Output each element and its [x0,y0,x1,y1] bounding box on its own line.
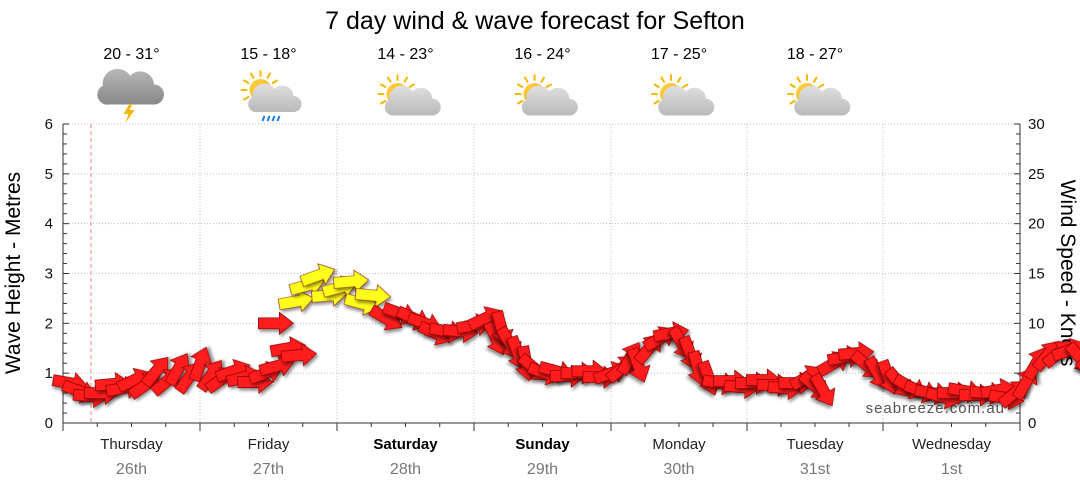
rain-drop [271,115,276,122]
wind-arrow [809,372,836,407]
day-date-label: 27th [253,461,284,478]
left-axis-title: Wave Height - Metres [2,172,25,374]
left-tick-label: 2 [45,315,53,332]
day-name-label: Sunday [515,436,570,453]
wind-arrow [1064,341,1080,373]
right-tick-label: 0 [1028,415,1036,432]
cloud-shape [384,85,441,116]
left-tick-label: 1 [45,365,53,382]
cloud-shape [97,68,164,105]
partly-cloudy-icon [787,74,851,116]
day-date-label: 26th [116,461,147,478]
storm-cloud-icon [97,68,164,123]
left-tick-label: 6 [45,116,53,133]
right-tick-label: 15 [1028,266,1045,283]
wind-arrow [277,289,315,313]
wind-arrow [280,343,318,367]
day-temperature-range: 15 - 18° [240,46,296,63]
left-tick-label: 0 [45,415,53,432]
right-tick-label: 10 [1028,315,1045,332]
wind-arrow [1074,356,1080,387]
cloud-shape [658,85,715,116]
day-temperature-range: 18 - 27° [787,46,843,63]
left-tick-label: 3 [45,266,53,283]
rain-drop [266,115,271,122]
day-temperature-range: 17 - 25° [651,46,707,63]
chart-title: 7 day wind & wave forecast for Sefton [325,7,745,35]
day-date-label: 1st [941,461,963,478]
weather-forecast-row: 20 - 31° 15 - 18° 14 - 23° 16 - 24° 17 - 25°… [97,46,851,123]
wind-arrow [140,356,169,389]
partly-cloudy-icon [377,74,441,116]
day-name-label: Thursday [100,436,163,453]
day-date-label: 29th [527,461,558,478]
cloud-shape [794,85,851,116]
day-name-label: Wednesday [912,436,991,453]
wind-arrow [188,346,213,383]
day-temperature-range: 16 - 24° [514,46,570,63]
day-name-label: Friday [248,436,290,453]
day-temperature-range: 20 - 31° [103,46,159,63]
cloud-shape [521,85,578,116]
day-name-label: Tuesday [787,436,844,453]
watermark: seabreeze.com.au [866,400,1005,417]
right-tick-label: 20 [1028,216,1045,233]
wind-arrow [332,269,370,293]
day-date-label: 28th [390,461,421,478]
day-temperature-range: 14 - 23° [377,46,433,63]
left-tick-label: 4 [45,216,53,233]
partly-cloudy-icon [651,74,715,116]
day-date-label: 31st [800,461,831,478]
wind-arrow [299,263,336,287]
left-tick-label: 5 [45,166,53,183]
rain-drop [276,115,281,122]
day-name-label: Monday [652,436,706,453]
partly-cloudy-icon [514,74,578,116]
wind-arrow [164,353,191,388]
axes: 0123456051015202530 [45,116,1045,432]
wind-arrow [258,311,294,336]
day-labels: Thursday 26th Friday 27th Saturday 28th Sunday… [100,436,991,478]
right-tick-label: 25 [1028,166,1045,183]
wind-arrow [354,284,392,308]
day-date-label: 30th [663,461,694,478]
rain-drop [261,115,266,122]
lightning-bolt [123,104,135,123]
sun-cloud-rain-icon [240,70,302,122]
wind-arrow [626,346,651,383]
cloud-shape [248,83,302,113]
right-axis-title: Wind Speed - Knots [1056,180,1079,367]
wind-arrows [51,263,1080,411]
right-tick-label: 30 [1028,116,1045,133]
day-name-label: Saturday [373,436,438,453]
